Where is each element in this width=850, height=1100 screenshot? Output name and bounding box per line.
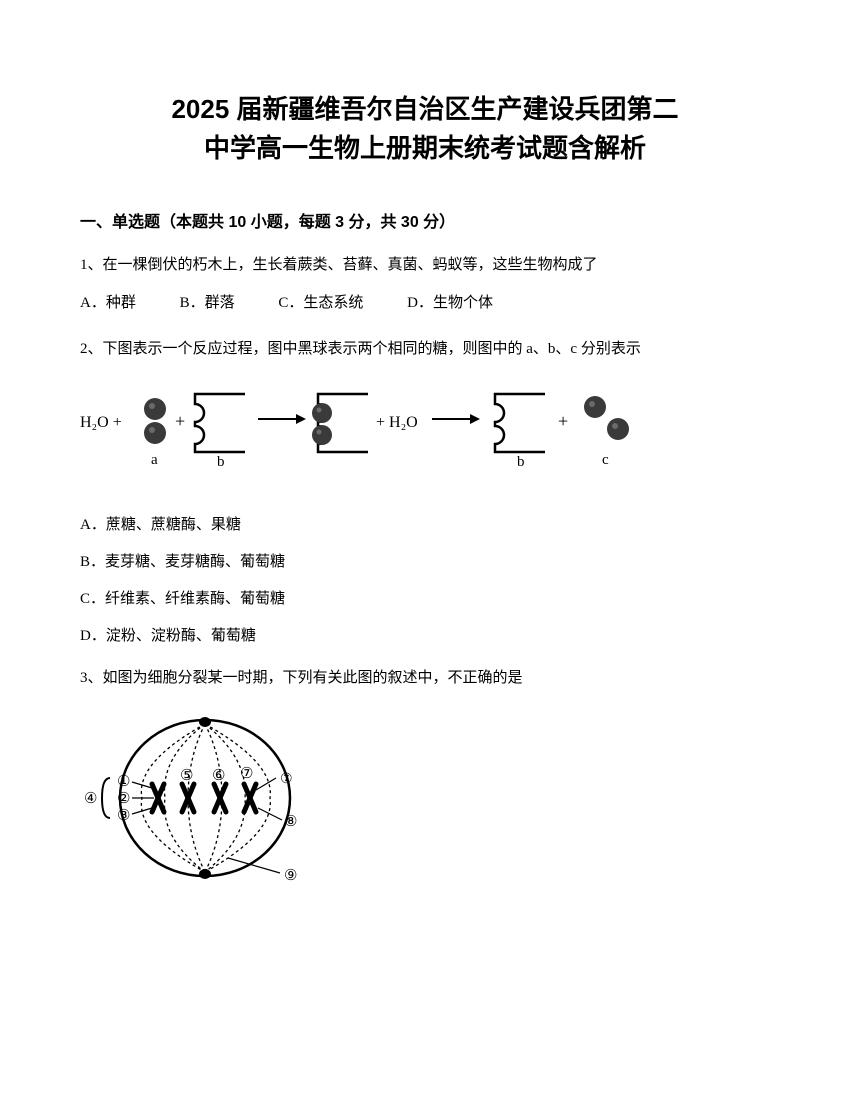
question-2: 2、下图表示一个反应过程，图中黑球表示两个相同的糖，则图中的 a、b、c 分别表… bbox=[80, 334, 770, 364]
q3-cell-diagram: ① ② ③ ④ ⑤ ⑥ ⑦ ⑦ ⑧ ⑨ bbox=[80, 708, 770, 888]
svg-text:b: b bbox=[517, 454, 525, 470]
svg-text:①: ① bbox=[117, 774, 130, 790]
q1-option-b: B．群落 bbox=[180, 295, 235, 311]
question-1-options: A．种群 B．群落 C．生态系统 D．生物个体 bbox=[80, 288, 770, 318]
svg-text:⑤: ⑤ bbox=[180, 768, 193, 784]
question-3: 3、如图为细胞分裂某一时期，下列有关此图的叙述中，不正确的是 bbox=[80, 663, 770, 693]
svg-text:+ H₂O: + H₂O bbox=[376, 414, 418, 431]
q2-option-d: D．淀粉、淀粉酶、葡萄糖 bbox=[80, 620, 770, 653]
svg-text:⑨: ⑨ bbox=[284, 868, 297, 884]
svg-text:⑧: ⑧ bbox=[284, 814, 297, 830]
q2-reaction-diagram: H₂O + a + b + H₂O bbox=[80, 379, 770, 489]
svg-text:⑥: ⑥ bbox=[212, 768, 225, 784]
q2-option-a: A．蔗糖、蔗糖酶、果糖 bbox=[80, 509, 770, 542]
title-line-2: 中学高一生物上册期末统考试题含解析 bbox=[80, 129, 770, 168]
question-1: 1、在一棵倒伏的朽木上，生长着蕨类、苔藓、真菌、蚂蚁等，这些生物构成了 bbox=[80, 250, 770, 280]
svg-text:④: ④ bbox=[84, 791, 97, 807]
svg-text:⑦: ⑦ bbox=[240, 766, 253, 782]
q2-option-c: C．纤维素、纤维素酶、葡萄糖 bbox=[80, 583, 770, 616]
svg-text:②: ② bbox=[117, 791, 130, 807]
svg-text:+: + bbox=[175, 411, 185, 431]
q1-option-d: D．生物个体 bbox=[407, 295, 493, 311]
svg-text:H₂O +: H₂O + bbox=[80, 414, 122, 431]
q1-option-a: A．种群 bbox=[80, 295, 136, 311]
svg-text:b: b bbox=[217, 454, 225, 470]
title-line-1: 2025 届新疆维吾尔自治区生产建设兵团第二 bbox=[80, 90, 770, 129]
svg-text:⑦: ⑦ bbox=[280, 772, 293, 787]
svg-text:a: a bbox=[151, 452, 158, 468]
svg-text:③: ③ bbox=[117, 808, 130, 824]
q1-option-c: C．生态系统 bbox=[278, 295, 363, 311]
exam-title: 2025 届新疆维吾尔自治区生产建设兵团第二 中学高一生物上册期末统考试题含解析 bbox=[80, 90, 770, 168]
section-1-header: 一、单选题（本题共 10 小题，每题 3 分，共 30 分） bbox=[80, 208, 770, 232]
q2-option-b: B．麦芽糖、麦芽糖酶、葡萄糖 bbox=[80, 546, 770, 579]
svg-text:+: + bbox=[558, 411, 568, 431]
svg-text:c: c bbox=[602, 452, 609, 468]
